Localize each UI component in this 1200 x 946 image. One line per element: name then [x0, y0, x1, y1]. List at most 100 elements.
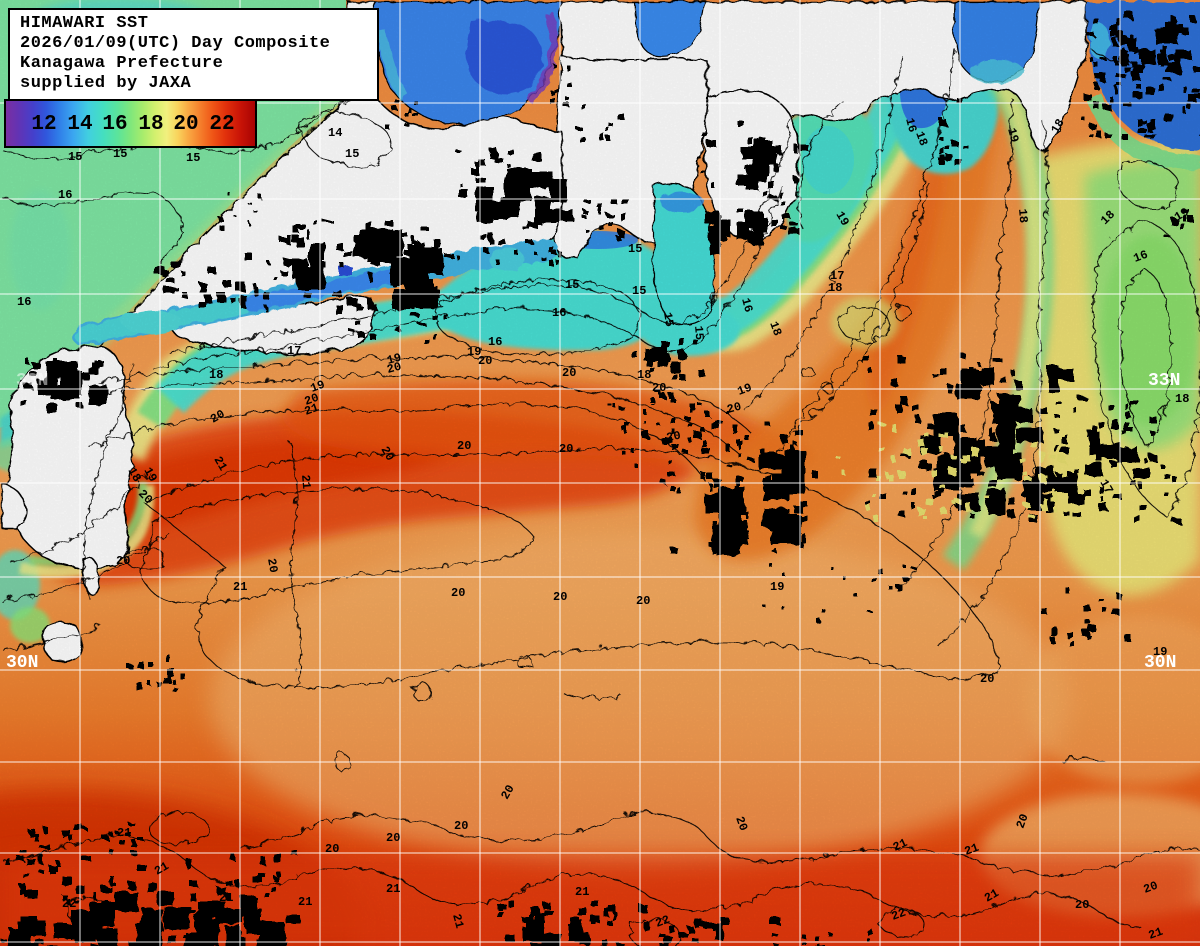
latitude-labels: 33N 33N 30N 30N [6, 371, 1180, 673]
colorbar-ticks: 12 14 16 18 20 22 [6, 101, 255, 146]
contour-label: 18 [637, 368, 651, 382]
contour-label: 20 [451, 586, 465, 600]
contour-label: 21 [386, 882, 400, 896]
contour-label: 19 [467, 345, 481, 359]
contour-label: 22 [890, 906, 908, 924]
contour-label: 20 [1075, 898, 1089, 912]
contour-label: 20 [208, 407, 227, 426]
contour-label: 15 [660, 311, 676, 328]
contour-label: 20 [454, 819, 468, 833]
contour-label: 15 [565, 278, 579, 292]
contour-label: 19 [833, 209, 852, 228]
contour-label: 20 [498, 783, 517, 802]
contour-label: 16 [17, 295, 31, 309]
title-credit: supplied by JAXA [20, 74, 192, 93]
title-product: HIMAWARI SST [20, 14, 149, 33]
contour-label: 20 [980, 672, 994, 686]
contour-label: 20 [457, 439, 471, 453]
contour-label: 15 [632, 284, 646, 298]
contour-label: 21 [575, 885, 589, 899]
latitude-label: 30N [1144, 653, 1176, 673]
contour-label: 20 [665, 429, 682, 445]
contour-label: 19 [385, 351, 403, 368]
contour-label: 19 [141, 465, 160, 484]
contour-label: 18 [1175, 392, 1189, 406]
contour-label: 19 [1172, 205, 1191, 224]
contour-label: 20 [1014, 812, 1032, 830]
contour-label: 16 [552, 306, 566, 320]
contour-label: 19 [309, 378, 327, 396]
title-date: 2026/01/09(UTC) Day Composite [20, 34, 331, 53]
contour-label: 21 [963, 841, 981, 859]
colorbar-tick: 18 [138, 113, 164, 136]
contour-label: 22 [62, 897, 76, 911]
contour-label: 19 [770, 580, 784, 594]
contour-label: 20 [116, 554, 130, 568]
contour-label: 18 [766, 320, 784, 338]
contour-label: 18 [912, 130, 930, 148]
contour-label: 17 [750, 226, 769, 245]
contour-label: 21 [449, 912, 466, 930]
contour-label: 21 [117, 826, 131, 840]
contour-label: 20 [652, 381, 666, 395]
contour-label: 19 [1153, 645, 1167, 659]
contour-label: 20 [732, 815, 750, 833]
contour-label: 21 [152, 859, 171, 878]
colorbar-tick: 12 [31, 113, 57, 136]
contour-label: 20 [553, 590, 567, 604]
contour-label: 16 [738, 296, 755, 314]
contour-label: 20 [378, 444, 397, 463]
contour-label: 15 [345, 147, 359, 161]
title-box: HIMAWARI SST 2026/01/09(UTC) Day Composi… [8, 8, 379, 101]
contour-label: 16 [902, 116, 919, 134]
contour-label: 17 [287, 344, 301, 358]
contour-label: 20 [385, 360, 403, 377]
contour-label: 16 [488, 335, 502, 349]
contour-label: 21 [219, 891, 233, 905]
contour-label: 21 [891, 836, 910, 855]
contour-label: 17 [1097, 477, 1116, 496]
contour-label: 16 [58, 188, 72, 202]
temperature-colorbar: 12 14 16 18 20 22 [4, 99, 257, 148]
contour-label: 15 [113, 147, 127, 161]
colorbar-tick: 14 [67, 113, 93, 136]
title-region: Kanagawa Prefecture [20, 54, 224, 73]
contour-label: 16 [1132, 248, 1150, 266]
contour-label: 20 [725, 400, 743, 417]
contour-label: 14 [328, 126, 342, 140]
contour-label: 18 [1015, 208, 1030, 224]
latitude-label: 30N [6, 653, 38, 673]
colorbar-tick: 22 [209, 113, 235, 136]
colorbar-tick: 16 [102, 113, 128, 136]
colorbar-tick: 20 [173, 113, 199, 136]
contour-label: 19 [1004, 126, 1021, 144]
contour-label: 21 [233, 580, 247, 594]
contour-label: 20 [303, 391, 321, 409]
contour-label: 15 [628, 242, 642, 256]
contour-label: 18 [125, 465, 144, 484]
contour-label: 20 [264, 557, 280, 574]
contour-label: 20 [325, 842, 339, 856]
contour-label: 21 [298, 895, 312, 909]
latitude-label: 33N [16, 371, 48, 391]
contour-label: 20 [562, 366, 576, 380]
contour-label: 22 [654, 913, 672, 931]
contour-label: 20 [1142, 879, 1160, 897]
contour-label: 20 [636, 594, 650, 608]
contour-label: 19 [736, 381, 754, 399]
contour-label: 20 [386, 831, 400, 845]
contour-label: 21 [303, 401, 321, 419]
contour-label: 15 [186, 151, 200, 165]
contour-label: 15 [68, 150, 82, 164]
contour-label: 21 [1147, 925, 1165, 943]
contour-label: 21 [298, 474, 313, 490]
contour-label: 20 [478, 354, 492, 368]
contour-label: 20 [559, 442, 573, 456]
contour-label: 18 [1048, 117, 1067, 136]
contour-label: 18 [828, 281, 842, 295]
latitude-label: 33N [1148, 371, 1180, 391]
